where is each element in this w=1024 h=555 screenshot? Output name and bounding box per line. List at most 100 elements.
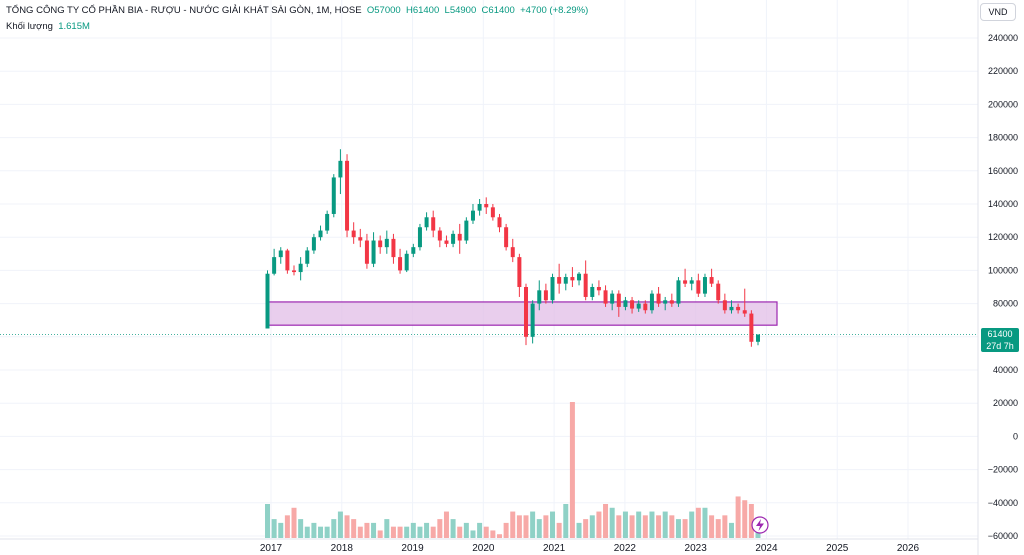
x-tick-label: 2023 bbox=[685, 543, 708, 554]
candle-body bbox=[364, 240, 369, 264]
volume-bar bbox=[483, 526, 489, 538]
candle bbox=[630, 296, 635, 314]
legend-line-volume: Khối lượng 1.615M bbox=[6, 19, 588, 35]
candle-body bbox=[603, 290, 608, 304]
candle-body bbox=[265, 273, 270, 329]
y-tick-label: 0 bbox=[1013, 431, 1018, 441]
volume-bar bbox=[410, 522, 416, 538]
candle bbox=[583, 260, 588, 301]
candle bbox=[603, 285, 608, 307]
volume-bar bbox=[642, 515, 648, 538]
volume-bar bbox=[331, 519, 337, 538]
volume-bar bbox=[496, 534, 502, 538]
candle-body bbox=[623, 300, 628, 307]
candle bbox=[669, 293, 674, 307]
candle-body bbox=[311, 237, 316, 251]
last-price: 61400 bbox=[987, 329, 1013, 339]
currency-button[interactable]: VND bbox=[980, 3, 1016, 21]
candle bbox=[722, 293, 727, 314]
y-tick-label: 160000 bbox=[988, 166, 1018, 176]
volume-bar bbox=[457, 526, 463, 538]
volume-bar bbox=[430, 526, 436, 538]
candle bbox=[331, 174, 336, 218]
candle-body bbox=[557, 277, 562, 284]
volume-bar bbox=[702, 507, 708, 538]
grid-lines bbox=[0, 0, 978, 539]
volume-bar bbox=[510, 511, 516, 538]
x-tick-label: 2026 bbox=[897, 543, 920, 554]
volume-bar bbox=[722, 515, 728, 538]
candle bbox=[636, 300, 641, 312]
candle bbox=[437, 227, 442, 248]
candle-body bbox=[530, 303, 535, 337]
volume-bar bbox=[589, 515, 595, 538]
candle bbox=[729, 300, 734, 314]
candle bbox=[716, 280, 721, 304]
y-tick-label: 20000 bbox=[993, 398, 1018, 408]
volume-bar bbox=[265, 504, 270, 538]
candle-body bbox=[510, 247, 515, 258]
volume-bar bbox=[477, 522, 483, 538]
volume-bar bbox=[536, 519, 542, 538]
candle-body bbox=[689, 280, 694, 284]
candle bbox=[517, 253, 522, 297]
candle-body bbox=[278, 250, 283, 258]
volume-bar bbox=[583, 519, 589, 538]
candle bbox=[464, 217, 469, 244]
candle bbox=[616, 290, 621, 317]
candle bbox=[318, 225, 323, 241]
symbol-title[interactable]: TỔNG CÔNG TY CỔ PHẦN BIA - RƯỢU - NƯỚC G… bbox=[6, 5, 362, 16]
y-tick-label: −20000 bbox=[988, 465, 1018, 475]
candle bbox=[345, 154, 350, 238]
candle bbox=[457, 223, 462, 254]
volume-bar bbox=[742, 500, 748, 538]
candle-body bbox=[285, 250, 290, 271]
volume-bar bbox=[576, 522, 582, 538]
volume-bar bbox=[351, 519, 357, 538]
volume-bar bbox=[450, 519, 456, 538]
candle-body bbox=[630, 300, 635, 309]
volume-bar bbox=[689, 511, 695, 538]
candle-body bbox=[543, 290, 548, 301]
volume-bar bbox=[748, 504, 754, 538]
candle bbox=[550, 273, 555, 304]
candle bbox=[417, 223, 422, 251]
volume-bar bbox=[675, 519, 681, 538]
candle bbox=[524, 283, 529, 346]
candle bbox=[484, 197, 489, 214]
replay-button[interactable] bbox=[751, 516, 769, 534]
candle-body bbox=[464, 220, 469, 241]
candle bbox=[537, 280, 542, 311]
candle-body bbox=[577, 273, 582, 281]
candle-body bbox=[477, 204, 482, 211]
volume-bar bbox=[682, 519, 688, 538]
candle-body bbox=[616, 293, 621, 307]
time-axis: 2017 2018 2019 2020 2021 2022 2023 2024 2025 2026 bbox=[0, 538, 978, 554]
volume-bar bbox=[404, 526, 410, 538]
candle-body bbox=[298, 263, 303, 273]
volume-bar bbox=[463, 522, 469, 538]
volume-bar bbox=[695, 507, 701, 538]
candle-body bbox=[384, 238, 389, 248]
volume-bar bbox=[728, 522, 734, 538]
volume-bar bbox=[523, 515, 529, 538]
candle-body bbox=[524, 287, 529, 337]
candle bbox=[577, 272, 582, 286]
volume-bar bbox=[304, 526, 310, 538]
volume-label[interactable]: Khối lượng bbox=[6, 21, 53, 32]
support-zone-rect[interactable] bbox=[266, 301, 778, 326]
candle-body bbox=[490, 207, 495, 218]
candle bbox=[278, 247, 283, 264]
candle bbox=[742, 288, 747, 317]
volume-bar bbox=[616, 515, 622, 538]
candle-body bbox=[683, 280, 688, 284]
candle-body bbox=[610, 293, 615, 304]
candle bbox=[298, 257, 303, 281]
y-tick-label: −60000 bbox=[988, 531, 1018, 541]
candle bbox=[265, 270, 270, 329]
y-tick-label: 200000 bbox=[988, 99, 1018, 109]
x-tick-label: 2019 bbox=[401, 543, 424, 554]
volume-bar bbox=[357, 526, 363, 538]
candle bbox=[676, 277, 681, 307]
